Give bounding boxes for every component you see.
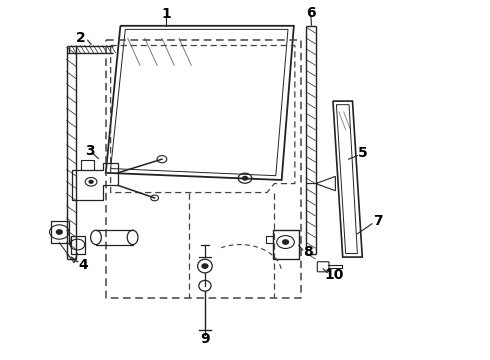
Circle shape bbox=[56, 230, 62, 234]
Text: 9: 9 bbox=[200, 332, 210, 346]
Text: 5: 5 bbox=[358, 146, 368, 160]
Text: 6: 6 bbox=[306, 6, 316, 20]
Text: 4: 4 bbox=[78, 258, 88, 272]
Circle shape bbox=[89, 180, 93, 183]
Text: 1: 1 bbox=[161, 7, 171, 21]
Text: 3: 3 bbox=[85, 144, 95, 158]
Circle shape bbox=[283, 240, 289, 244]
Text: 10: 10 bbox=[324, 268, 343, 282]
Text: 7: 7 bbox=[373, 213, 383, 228]
Circle shape bbox=[243, 176, 247, 180]
Circle shape bbox=[202, 264, 208, 268]
Text: 2: 2 bbox=[75, 31, 85, 45]
Text: 8: 8 bbox=[303, 245, 313, 259]
